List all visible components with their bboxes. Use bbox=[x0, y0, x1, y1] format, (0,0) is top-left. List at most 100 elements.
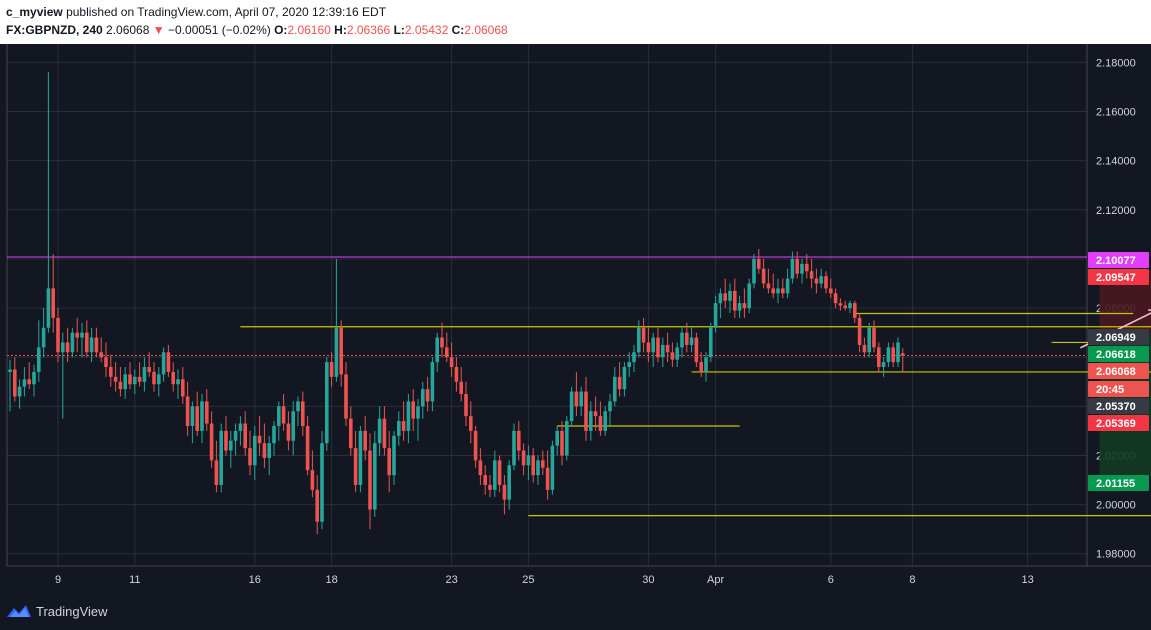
candle-body bbox=[704, 357, 708, 372]
y-tick-label: 2.14000 bbox=[1096, 156, 1136, 168]
candle bbox=[723, 278, 727, 309]
candle-body bbox=[805, 263, 809, 272]
symbol-label[interactable]: FX:GBPNZD, 240 bbox=[6, 23, 103, 37]
candle-body bbox=[329, 362, 334, 377]
candle-body bbox=[824, 276, 828, 289]
candle-body bbox=[627, 362, 631, 368]
candle-body bbox=[843, 305, 847, 309]
price-tag-background bbox=[1088, 269, 1149, 285]
candle bbox=[670, 342, 675, 368]
candle bbox=[233, 423, 238, 456]
candle bbox=[733, 278, 737, 318]
candle-body bbox=[291, 411, 295, 441]
candle-body bbox=[646, 342, 651, 353]
candle bbox=[56, 308, 60, 363]
candle bbox=[785, 268, 790, 299]
candle bbox=[766, 268, 771, 294]
candle-body bbox=[478, 460, 483, 476]
candle bbox=[901, 348, 905, 372]
candle-body bbox=[617, 376, 622, 390]
candle bbox=[694, 332, 699, 368]
tradingview-brand[interactable]: TradingView bbox=[6, 603, 108, 619]
candle-body bbox=[99, 352, 103, 358]
candle bbox=[253, 425, 257, 481]
low-value: 2.05432 bbox=[404, 23, 449, 37]
candle-body bbox=[493, 460, 497, 490]
candle bbox=[94, 327, 99, 358]
candle-body bbox=[469, 416, 473, 431]
candle bbox=[824, 271, 828, 294]
candle-body bbox=[32, 371, 36, 385]
candle-body bbox=[315, 489, 319, 522]
candle-body bbox=[771, 288, 775, 294]
candle-body bbox=[867, 327, 871, 353]
candle-body bbox=[248, 448, 252, 466]
candle bbox=[421, 381, 425, 419]
price-tag: 2.10077 bbox=[1088, 252, 1149, 268]
candle bbox=[334, 258, 339, 382]
candle-body bbox=[598, 416, 603, 431]
candle bbox=[502, 475, 507, 515]
candle bbox=[267, 435, 271, 476]
candle bbox=[310, 450, 315, 498]
candle bbox=[584, 376, 588, 441]
candle bbox=[699, 352, 703, 377]
candle bbox=[637, 320, 641, 358]
candle bbox=[205, 389, 209, 431]
candle bbox=[195, 391, 199, 436]
candle-body bbox=[603, 411, 607, 431]
candle-body bbox=[406, 401, 411, 431]
candle bbox=[291, 401, 295, 456]
candle-body bbox=[555, 430, 559, 446]
candle-body bbox=[411, 401, 415, 419]
candle bbox=[46, 72, 51, 333]
candle-body bbox=[565, 421, 569, 456]
candle-body bbox=[339, 327, 343, 375]
candle-body bbox=[205, 401, 209, 424]
price-tag-label: 2.06949 bbox=[1096, 332, 1136, 344]
candle-body bbox=[512, 430, 516, 466]
candle bbox=[373, 430, 377, 517]
candle-body bbox=[819, 276, 823, 284]
x-tick-label: 11 bbox=[129, 574, 140, 586]
candle-body bbox=[349, 418, 353, 449]
candle bbox=[75, 317, 79, 353]
candlestick-chart[interactable]: 2.180002.160002.140002.120002.100002.080… bbox=[0, 0, 1151, 594]
candle bbox=[301, 391, 305, 436]
candle bbox=[886, 342, 891, 368]
candle-body bbox=[382, 418, 387, 449]
candle-body bbox=[27, 379, 31, 385]
author-name[interactable]: c_myview bbox=[6, 5, 63, 19]
candle bbox=[277, 401, 281, 441]
candle bbox=[531, 448, 535, 483]
candle-body bbox=[128, 374, 132, 385]
price-tag-background bbox=[1088, 398, 1149, 414]
price-tag-label: 2.09547 bbox=[1096, 272, 1136, 284]
candle-body bbox=[560, 430, 564, 456]
candle-body bbox=[80, 332, 84, 338]
candle bbox=[248, 430, 252, 476]
candle bbox=[728, 283, 732, 313]
close-value: 2.06068 bbox=[464, 23, 508, 37]
candle-body bbox=[848, 303, 852, 309]
candle bbox=[521, 443, 526, 476]
open-label: O: bbox=[274, 23, 288, 37]
candle-body bbox=[133, 376, 137, 385]
candle bbox=[219, 423, 223, 493]
price-tag-label: 2.06618 bbox=[1096, 349, 1136, 361]
candle bbox=[656, 327, 660, 363]
candle-body bbox=[536, 460, 540, 476]
candle-body bbox=[85, 332, 89, 353]
candle bbox=[13, 357, 17, 402]
candle-body bbox=[185, 396, 190, 426]
open-value: 2.06160 bbox=[287, 23, 331, 37]
candle-body bbox=[497, 460, 502, 485]
candle-body bbox=[257, 435, 262, 444]
candle bbox=[661, 337, 665, 368]
candle-body bbox=[219, 430, 223, 485]
candle-body bbox=[190, 406, 195, 426]
candle-body bbox=[838, 303, 843, 306]
candle-body bbox=[766, 283, 771, 289]
candle bbox=[560, 421, 564, 466]
candle bbox=[349, 406, 353, 456]
